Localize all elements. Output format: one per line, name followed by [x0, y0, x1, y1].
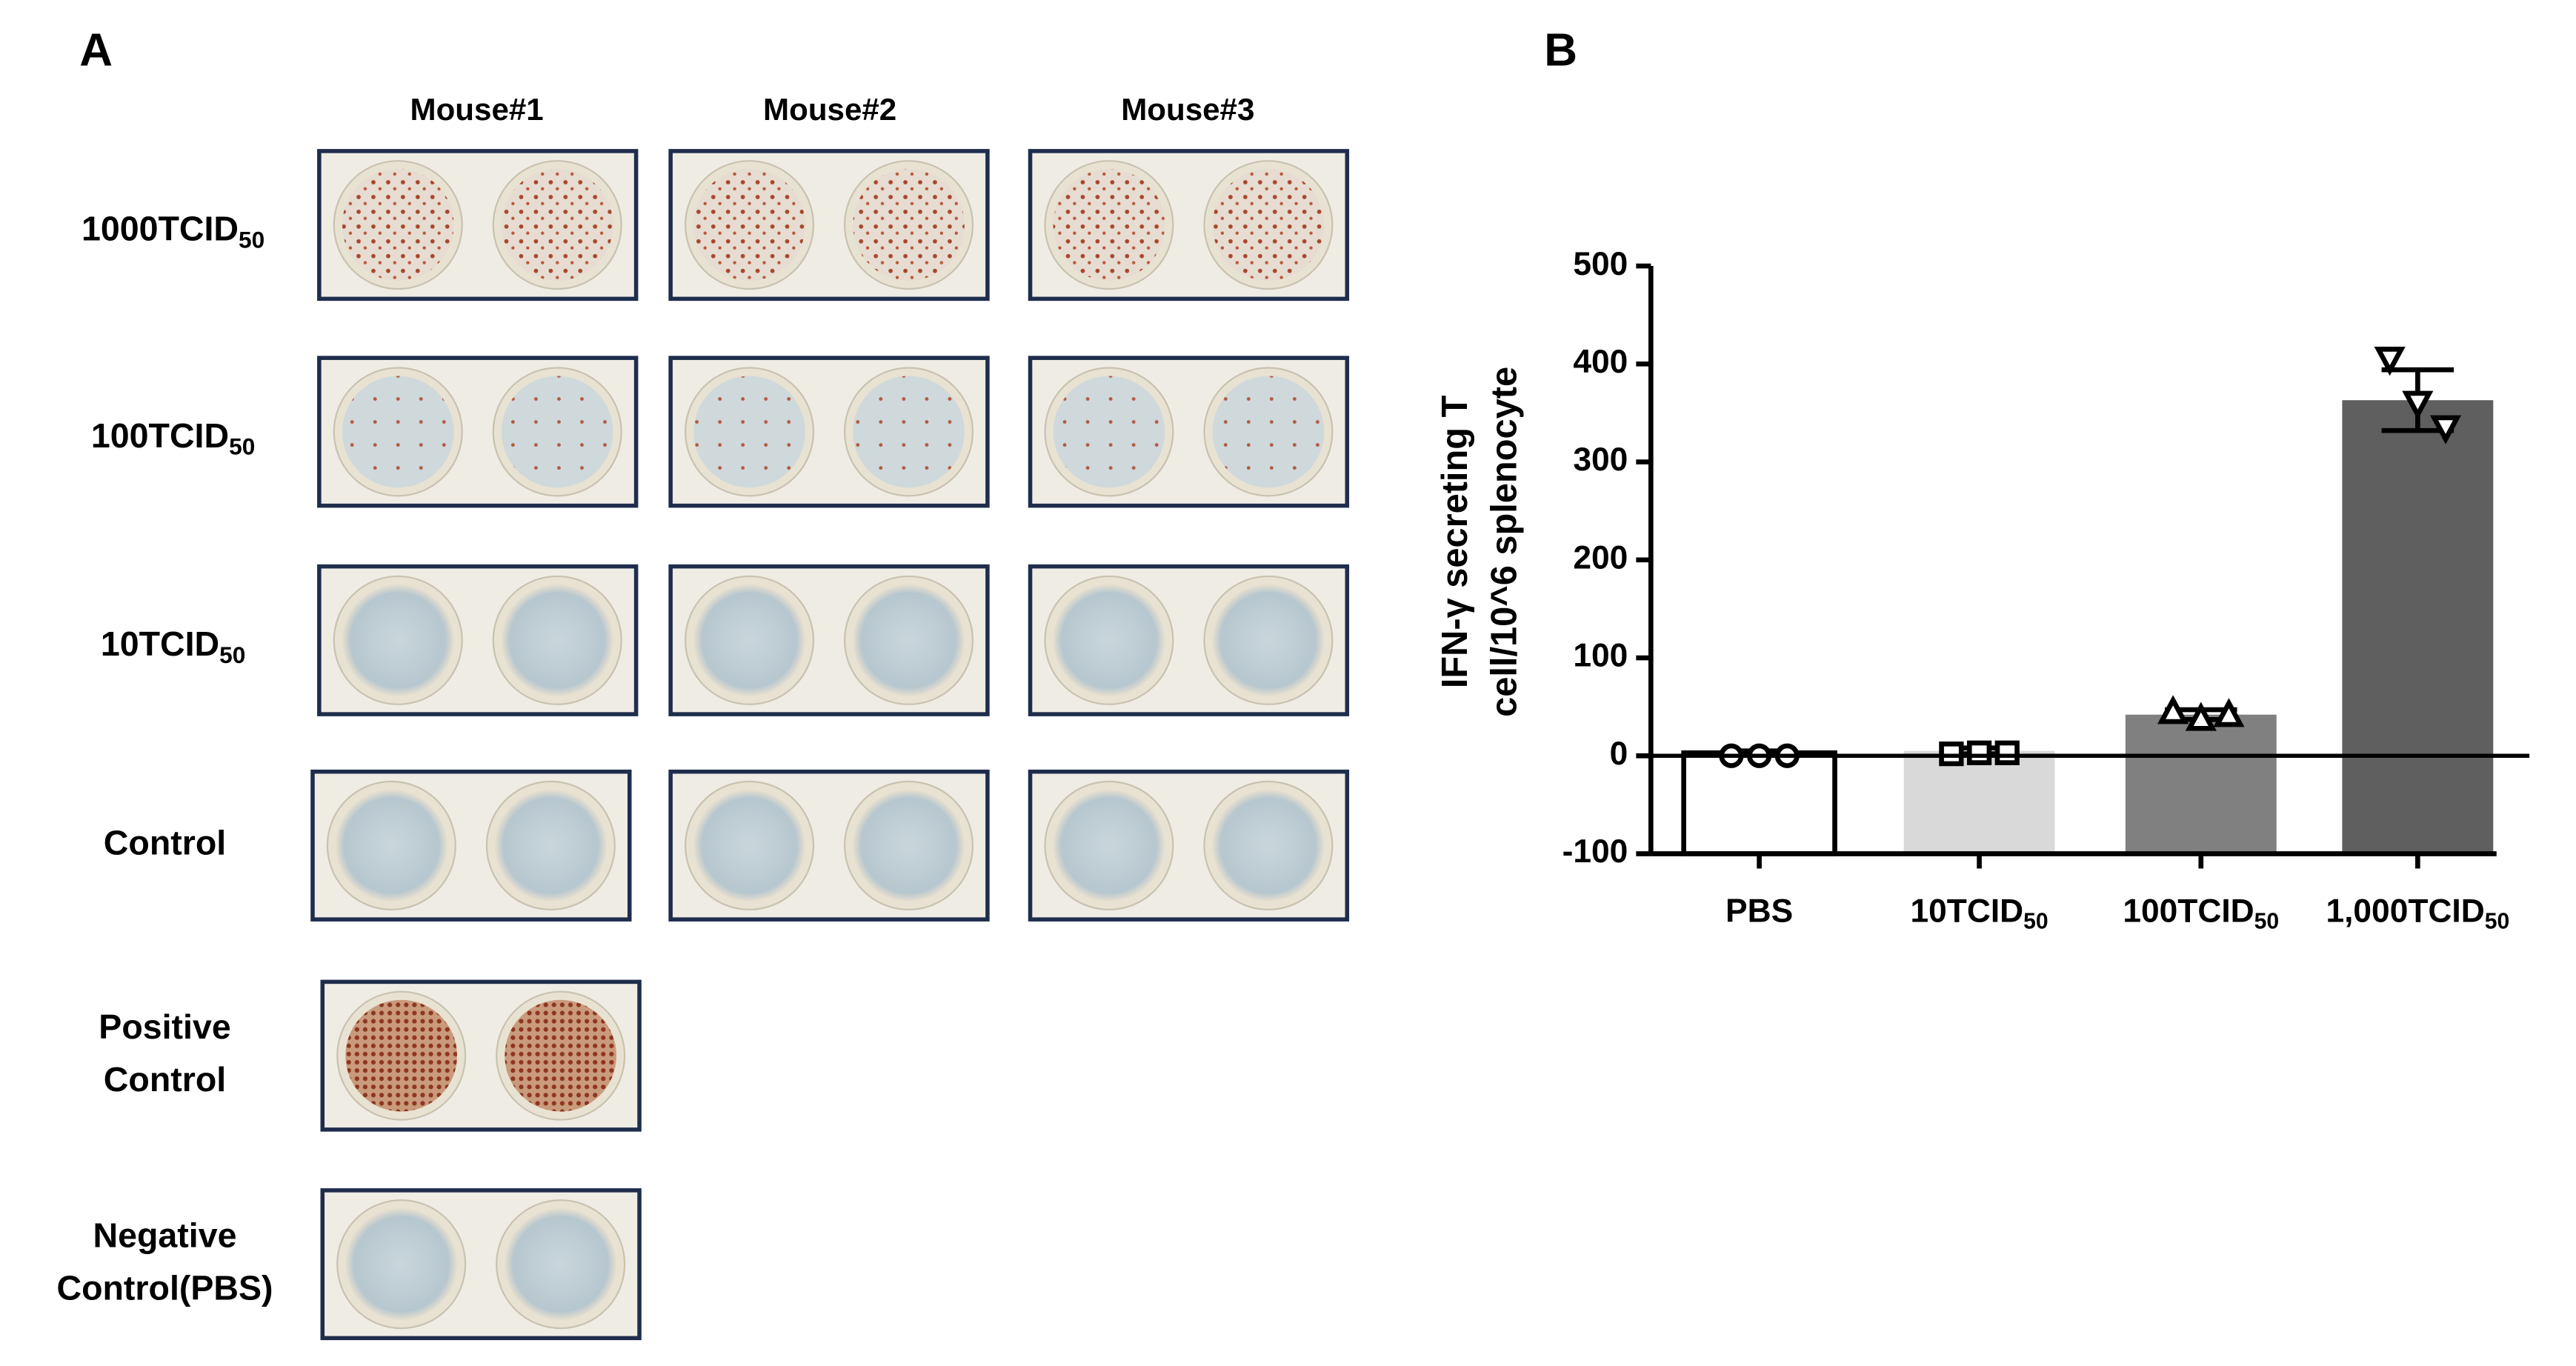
- x-tick-label: 100TCID50: [2123, 893, 2279, 934]
- well: [1053, 790, 1165, 902]
- well: [336, 790, 447, 902]
- panel-label: B: [1544, 25, 1577, 76]
- row-label: Negative: [93, 1216, 237, 1254]
- bar: [1681, 750, 1837, 856]
- well: [1212, 169, 1325, 281]
- well: [505, 999, 617, 1112]
- well: [345, 1208, 458, 1320]
- row-label-main: 10TCID: [101, 625, 219, 664]
- row-label: 1000TCID50: [81, 210, 264, 253]
- row-label: 10TCID50: [101, 625, 246, 669]
- point: [2429, 415, 2462, 444]
- x-tick-label: 1,000TCID50: [2326, 893, 2509, 934]
- row-label: Control(PBS): [56, 1268, 273, 1307]
- well: [1053, 376, 1165, 488]
- point: [2402, 390, 2434, 420]
- y-tick-label: 100: [1573, 638, 1628, 674]
- point: [1994, 740, 2020, 765]
- well: [1212, 376, 1325, 488]
- row-label-sub: 50: [219, 642, 245, 669]
- x-tick-label: 10TCID50: [1910, 893, 2048, 934]
- well: [693, 169, 805, 281]
- bar: [1903, 750, 2055, 854]
- y-tick-label: -100: [1562, 833, 1628, 870]
- column-header: Mouse#3: [1121, 92, 1254, 127]
- well: [1053, 169, 1165, 281]
- well: [853, 376, 965, 488]
- row-label-sub: 50: [239, 227, 264, 253]
- y-tick-label: 200: [1573, 539, 1628, 576]
- well: [1212, 584, 1325, 696]
- row-label: Positive: [99, 1007, 230, 1046]
- well: [501, 584, 613, 696]
- well: [693, 376, 805, 488]
- panel-label: A: [79, 25, 113, 76]
- well: [1053, 584, 1165, 696]
- x-tick-label-main: 100TCID: [2123, 893, 2254, 929]
- row-label: 100TCID50: [91, 416, 255, 460]
- bar: [2342, 400, 2494, 854]
- x-tick-label-main: PBS: [1725, 893, 1793, 929]
- y-tick-label: 300: [1573, 442, 1628, 478]
- row-label: Control: [104, 824, 226, 862]
- y-axis-label: IFN-γ secreting T: [1435, 395, 1475, 688]
- point: [2374, 347, 2406, 376]
- x-tick-label-sub: 50: [2485, 910, 2510, 934]
- x-tick-label-sub: 50: [2023, 910, 2049, 934]
- well: [853, 169, 965, 281]
- y-tick-label: 500: [1573, 246, 1628, 282]
- column-header: Mouse#2: [763, 92, 896, 127]
- well: [505, 1208, 617, 1320]
- well: [501, 376, 613, 488]
- well: [342, 169, 454, 281]
- well: [495, 790, 607, 902]
- well: [853, 790, 965, 902]
- point: [2185, 702, 2217, 731]
- row-label-sub: 50: [229, 433, 255, 460]
- y-tick-label: 0: [1610, 736, 1628, 772]
- row-label: Control: [104, 1060, 226, 1099]
- well: [853, 584, 965, 696]
- well: [342, 376, 454, 488]
- x-tick-label-main: 1,000TCID: [2326, 893, 2484, 929]
- well: [1212, 790, 1325, 902]
- x-tick-label-main: 10TCID: [1910, 893, 2023, 929]
- well: [693, 790, 805, 902]
- well: [501, 169, 613, 281]
- x-tick-label-sub: 50: [2254, 910, 2280, 934]
- y-axis-label: cell/10^6 splenocyte: [1485, 367, 1525, 717]
- row-label-main: 1000TCID: [81, 210, 239, 248]
- point: [1966, 740, 1992, 765]
- bar: [2125, 714, 2277, 854]
- column-header: Mouse#1: [410, 92, 544, 127]
- y-tick-label: 400: [1573, 344, 1628, 380]
- row-label-main: 100TCID: [91, 416, 229, 455]
- well: [345, 999, 458, 1112]
- well: [342, 584, 454, 696]
- point: [2157, 695, 2189, 724]
- point: [2213, 698, 2245, 727]
- x-tick-label: PBS: [1725, 893, 1793, 929]
- well: [693, 584, 805, 696]
